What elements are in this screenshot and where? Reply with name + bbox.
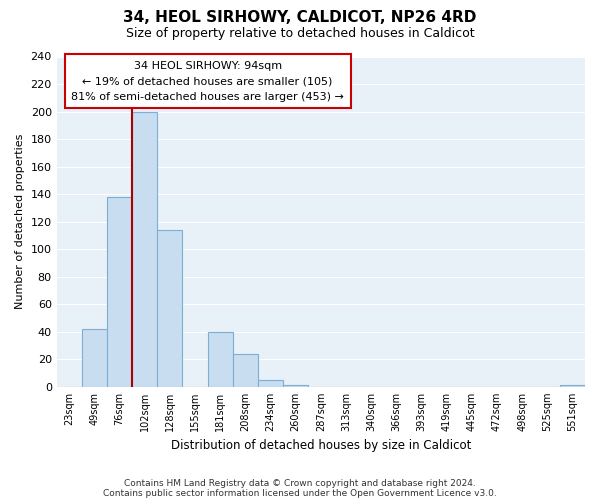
Bar [258,380,283,387]
Y-axis label: Number of detached properties: Number of detached properties [15,134,25,310]
Bar [157,230,182,387]
Text: 34 HEOL SIRHOWY: 94sqm
← 19% of detached houses are smaller (105)
81% of semi-de: 34 HEOL SIRHOWY: 94sqm ← 19% of detached… [71,60,344,102]
X-axis label: Distribution of detached houses by size in Caldicot: Distribution of detached houses by size … [170,440,471,452]
Text: 34, HEOL SIRHOWY, CALDICOT, NP26 4RD: 34, HEOL SIRHOWY, CALDICOT, NP26 4RD [124,10,476,25]
Bar [233,354,258,387]
Text: Size of property relative to detached houses in Caldicot: Size of property relative to detached ho… [125,28,475,40]
Text: Contains HM Land Registry data © Crown copyright and database right 2024.: Contains HM Land Registry data © Crown c… [124,478,476,488]
Bar [107,197,132,387]
Bar [560,386,585,387]
Text: Contains public sector information licensed under the Open Government Licence v3: Contains public sector information licen… [103,488,497,498]
Bar [82,329,107,387]
Bar [132,112,157,387]
Bar [208,332,233,387]
Bar [283,386,308,387]
